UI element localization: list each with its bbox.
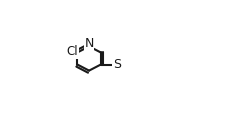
Text: N: N (84, 37, 94, 50)
Text: S: S (113, 58, 121, 71)
Text: Cl: Cl (66, 45, 78, 58)
